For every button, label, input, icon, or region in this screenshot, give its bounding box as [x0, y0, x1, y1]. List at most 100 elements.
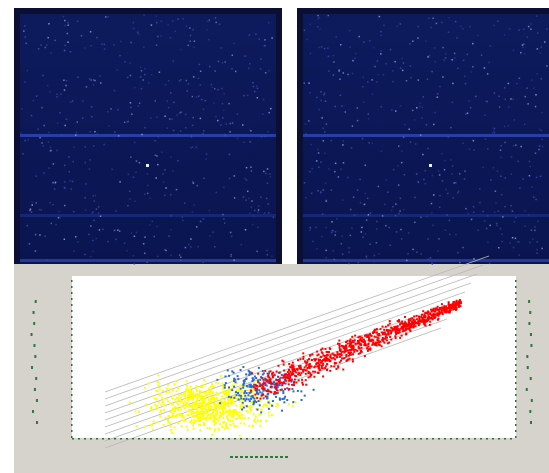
point-red	[284, 378, 286, 380]
point-red	[322, 352, 324, 354]
scan-speck	[251, 200, 253, 202]
scan-speck	[357, 262, 359, 264]
point-red	[367, 343, 369, 345]
axis-label-blur	[265, 456, 268, 458]
scan-speck	[176, 114, 178, 116]
scan-speck	[406, 80, 408, 82]
scan-speck	[149, 224, 151, 226]
point-yellow	[288, 403, 290, 405]
point-blue	[230, 396, 232, 398]
point-red	[283, 364, 285, 366]
scan-speck	[243, 95, 245, 97]
point-yellow	[245, 410, 247, 412]
scan-speck	[139, 102, 141, 104]
point-yellow	[236, 389, 238, 391]
scan-speck	[173, 102, 175, 104]
scan-speck	[501, 241, 503, 243]
scan-speck	[154, 140, 156, 142]
scan-speck	[501, 194, 503, 196]
point-yellow	[224, 393, 226, 395]
scan-speck	[369, 40, 371, 42]
scan-speck	[464, 170, 466, 172]
scan-speck	[332, 230, 334, 232]
point-red	[451, 307, 453, 309]
scan-speck	[429, 55, 431, 57]
scan-speck	[403, 62, 405, 64]
scan-speck	[175, 31, 177, 33]
scan-speck	[333, 61, 335, 63]
scan-speck	[437, 93, 439, 95]
scan-speck	[529, 242, 531, 244]
axis-label-blur	[31, 366, 33, 369]
point-red	[377, 337, 379, 339]
point-red	[439, 307, 441, 309]
point-red	[349, 340, 351, 342]
scan-speck	[115, 239, 117, 241]
point-red	[345, 356, 347, 358]
scan-speck	[338, 176, 340, 178]
point-yellow	[150, 406, 152, 408]
scan-speck	[223, 218, 225, 220]
scan-speck	[512, 210, 513, 212]
scan-speck	[427, 238, 429, 240]
point-red	[364, 341, 366, 343]
scan-speck	[412, 40, 414, 42]
scan-speck	[119, 55, 121, 57]
axis-dot	[330, 438, 332, 440]
scan-speck	[514, 119, 516, 121]
axis-dot	[71, 370, 73, 372]
point-red	[308, 366, 310, 368]
scan-speck	[502, 216, 504, 218]
scan-speck	[251, 207, 253, 209]
scan-speck	[124, 61, 126, 63]
point-red	[277, 376, 279, 378]
scan-speck	[401, 238, 403, 240]
point-red	[297, 359, 299, 361]
scan-speck	[209, 66, 211, 68]
scan-speck	[108, 16, 110, 18]
scan-speck	[442, 76, 444, 78]
point-yellow	[171, 416, 173, 418]
scan-speck	[342, 144, 344, 146]
scan-speck	[144, 193, 146, 195]
point-red	[449, 306, 451, 308]
point-blue	[262, 370, 264, 372]
scan-speck	[526, 87, 528, 89]
scan-speck	[48, 141, 50, 143]
scan-speck	[193, 76, 195, 78]
point-yellow	[152, 395, 154, 397]
scan-speck	[192, 181, 194, 183]
point-yellow	[196, 386, 198, 388]
point-blue	[258, 389, 260, 391]
point-yellow	[135, 411, 137, 413]
scan-speck	[408, 232, 410, 234]
point-yellow	[178, 408, 180, 410]
axis-dot	[354, 438, 356, 440]
point-yellow	[177, 414, 179, 416]
scan-speck	[265, 72, 267, 74]
scan-speck	[180, 259, 182, 261]
point-red	[376, 331, 378, 333]
scan-speck	[199, 64, 201, 65]
scan-speck	[536, 249, 538, 251]
scan-speck	[41, 142, 43, 144]
scan-speck	[432, 263, 434, 265]
point-blue	[286, 399, 288, 401]
scan-speck	[129, 62, 131, 64]
scan-speck	[171, 118, 173, 120]
scan-speck	[89, 168, 91, 170]
scan-speck	[310, 53, 312, 55]
scan-speck	[473, 140, 475, 142]
scan-speck	[490, 179, 492, 181]
point-red	[418, 323, 420, 325]
point-yellow	[203, 402, 205, 404]
scan-speck	[39, 209, 41, 211]
point-red	[320, 356, 322, 358]
scan-speck	[494, 132, 496, 134]
scan-speck	[144, 68, 146, 70]
scan-speck	[363, 77, 365, 79]
point-red	[371, 335, 373, 337]
scan-speck	[188, 244, 190, 246]
axis-dot	[174, 438, 176, 440]
scan-speck	[430, 257, 432, 259]
